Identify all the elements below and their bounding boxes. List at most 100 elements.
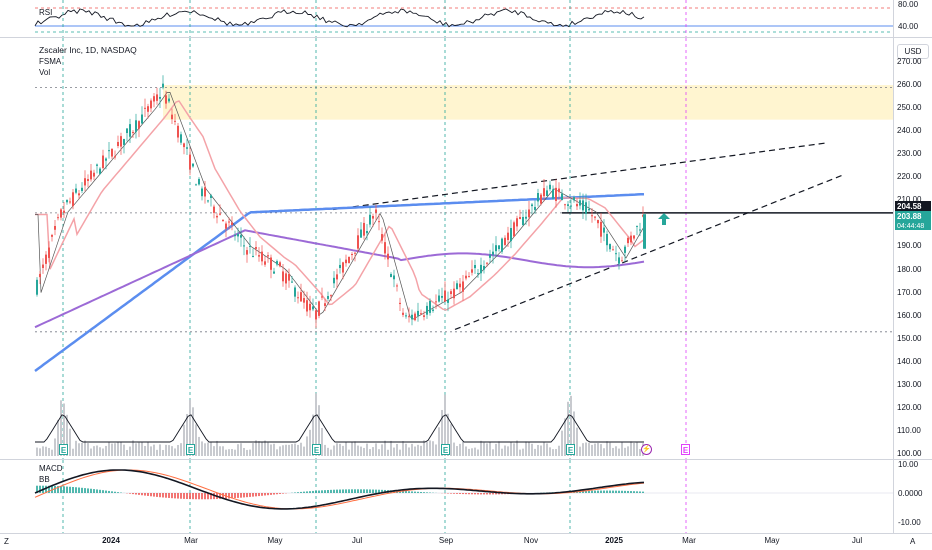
macd-histogram-bar [84, 488, 86, 493]
volume-bar [468, 448, 470, 456]
volume-bar [603, 448, 605, 456]
volume-bar [540, 445, 542, 456]
volume-bar [219, 446, 221, 456]
volume-bar [285, 444, 287, 456]
earnings-marker[interactable]: E [312, 444, 321, 455]
volume-bar [402, 441, 404, 456]
volume-bar [588, 442, 590, 456]
candle-body [252, 255, 254, 257]
volume-bar [282, 445, 284, 456]
volume-bar [639, 449, 641, 456]
volume-bar [474, 447, 476, 456]
candle-body [111, 148, 113, 157]
volume-bar [138, 442, 140, 456]
candle-body [294, 287, 296, 297]
volume-bar [75, 440, 77, 456]
candle-body [570, 205, 572, 207]
macd-histogram-bar [489, 493, 491, 495]
candle-body [480, 264, 482, 274]
macd-histogram-bar [585, 490, 587, 493]
candle-body [195, 184, 197, 186]
candle-body [114, 156, 116, 158]
price-chart[interactable] [0, 38, 893, 460]
candle-body [567, 204, 569, 206]
candle-body [222, 219, 224, 222]
candle-body [153, 96, 155, 102]
symbol-title[interactable]: Zscaler Inc, 1D, NASDAQ [39, 45, 137, 55]
candle-body [288, 274, 290, 281]
indicator-volume-label[interactable]: Vol [39, 68, 51, 77]
candle-body [375, 209, 377, 213]
candle-body [471, 269, 473, 273]
macd-histogram-bar [276, 493, 278, 495]
current-price-chip: 203.88 04:44:48 [895, 211, 931, 230]
macd-histogram-bar [369, 489, 371, 493]
time-label: Jul [851, 536, 863, 545]
volume-bar [534, 448, 536, 456]
candle-body [267, 255, 269, 257]
price-tick: 110.00 [897, 425, 921, 435]
macd-histogram-bar [636, 491, 638, 493]
volume-bar [357, 445, 359, 456]
candle-body [87, 179, 89, 181]
timezone-corner-label[interactable]: Z [4, 537, 9, 546]
candle-body [387, 253, 389, 260]
candle-body [405, 315, 407, 317]
candle-body [384, 242, 386, 254]
time-label: Mar [184, 536, 198, 545]
candle-body [534, 206, 536, 210]
volume-bar [579, 446, 581, 456]
candle-body [465, 275, 467, 279]
volume-bar [48, 447, 50, 456]
volume-bar [177, 445, 179, 456]
candle-body [228, 221, 230, 223]
volume-bar [618, 448, 620, 456]
macd-histogram-bar [258, 493, 260, 497]
time-label: May [764, 536, 780, 545]
volume-bar [198, 436, 200, 456]
candle-body [129, 124, 131, 137]
earnings-marker[interactable]: E [441, 444, 450, 455]
macd-histogram-bar [462, 493, 464, 495]
macd-histogram-bar [423, 492, 425, 493]
macd-histogram-bar [195, 493, 197, 500]
earnings-marker[interactable]: E [566, 444, 575, 455]
ma-long-line [34, 192, 645, 373]
candle-body [603, 227, 605, 233]
earnings-marker[interactable]: E [59, 444, 68, 455]
macd-histogram-bar [222, 493, 224, 499]
currency-button[interactable]: USD [897, 44, 929, 59]
dividend-lightning-icon[interactable]: ⚡ [641, 444, 652, 455]
macd-histogram-bar [231, 493, 233, 499]
macd-histogram-bar [99, 489, 101, 493]
candle-body [417, 310, 419, 316]
macd-histogram-bar [609, 490, 611, 493]
price-axis[interactable]: USD [893, 38, 932, 460]
candle-body [237, 233, 239, 237]
candle-body [606, 233, 608, 246]
volume-bar [492, 449, 494, 456]
earnings-marker[interactable]: E [186, 444, 195, 455]
candle-body [621, 260, 623, 262]
macd-histogram-bar [165, 493, 167, 498]
candle-body [291, 281, 293, 283]
candle-body [273, 271, 275, 274]
candle-body [321, 296, 323, 298]
earnings-marker-upcoming[interactable]: E [681, 444, 690, 455]
macd-histogram-bar [243, 493, 245, 498]
auto-scale-button[interactable]: A [910, 537, 916, 546]
candle-body [234, 235, 236, 237]
volume-bar [489, 441, 491, 456]
indicator-fsma-label[interactable]: FSMA [39, 57, 62, 66]
candle-body [501, 238, 503, 252]
macd-histogram-bar [417, 491, 419, 493]
candle-body [327, 296, 329, 299]
macd-histogram-bar [177, 493, 179, 499]
macd-histogram-bar [219, 493, 221, 499]
volume-bar [207, 442, 209, 456]
candle-body [552, 189, 554, 199]
candle-body [636, 225, 638, 227]
candle-body [105, 158, 107, 161]
candle-body [204, 187, 206, 197]
macd-histogram-bar [600, 490, 602, 493]
